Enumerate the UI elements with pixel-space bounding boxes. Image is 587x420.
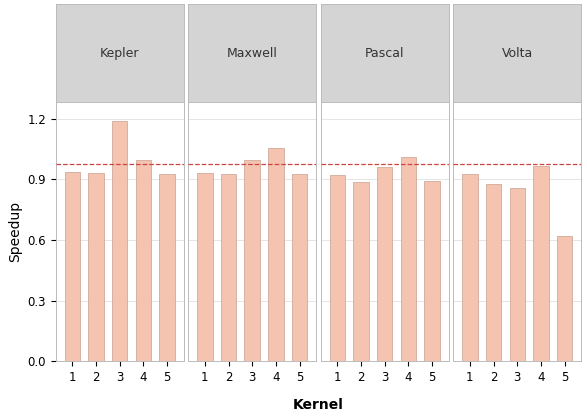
Bar: [88, 173, 104, 361]
Bar: [424, 181, 440, 361]
Bar: [197, 173, 212, 361]
Text: Kernel: Kernel: [293, 398, 344, 412]
Text: Kepler: Kepler: [100, 47, 140, 60]
Bar: [159, 174, 175, 361]
Text: Maxwell: Maxwell: [227, 47, 278, 60]
Bar: [462, 173, 478, 361]
Bar: [510, 188, 525, 361]
Bar: [112, 121, 127, 361]
Y-axis label: Speedup: Speedup: [8, 201, 22, 262]
Bar: [292, 173, 307, 361]
Bar: [353, 181, 369, 361]
Bar: [401, 157, 416, 361]
Text: Volta: Volta: [502, 47, 533, 60]
Bar: [486, 184, 501, 361]
Bar: [65, 172, 80, 361]
Bar: [268, 148, 284, 361]
Bar: [245, 160, 260, 361]
Text: Pascal: Pascal: [365, 47, 404, 60]
Bar: [136, 160, 151, 361]
Bar: [557, 236, 572, 361]
Bar: [377, 167, 392, 361]
Bar: [533, 166, 549, 361]
Bar: [330, 175, 345, 361]
Bar: [221, 174, 236, 361]
